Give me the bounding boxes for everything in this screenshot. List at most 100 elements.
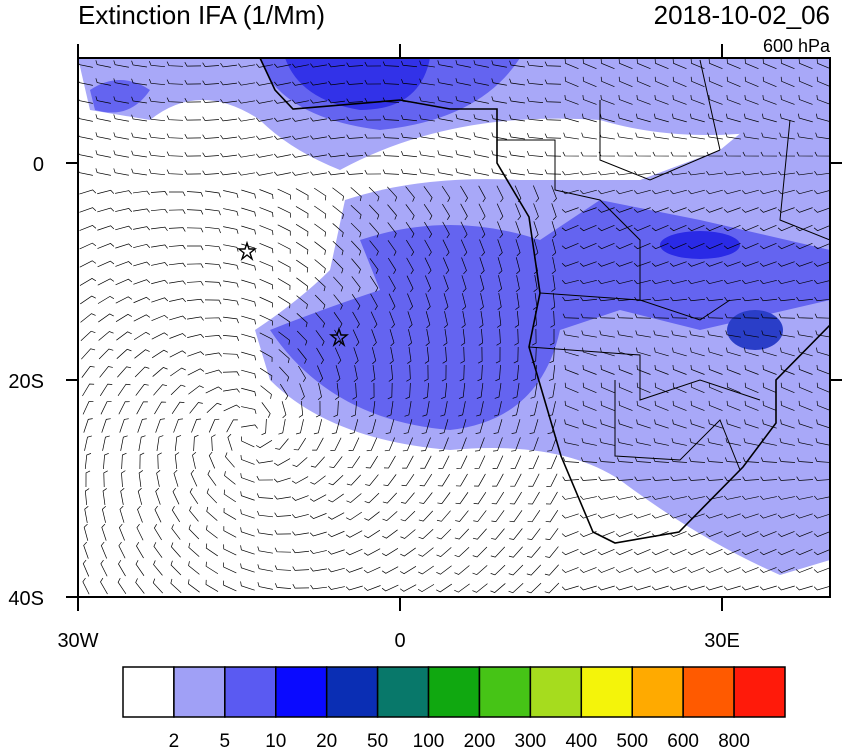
- barb: [544, 169, 562, 175]
- barb: [350, 240, 362, 256]
- barb: [514, 328, 519, 346]
- barb: [423, 186, 433, 202]
- barb: [169, 280, 186, 285]
- barb: [439, 419, 449, 434]
- barb: [259, 207, 274, 218]
- barb: [497, 293, 502, 310]
- barb: [706, 151, 724, 157]
- barb: [256, 81, 273, 86]
- barb: [206, 525, 218, 539]
- barb: [333, 312, 343, 328]
- barb: [381, 584, 399, 592]
- barb: [418, 565, 434, 575]
- barb: [455, 473, 468, 487]
- barb: [171, 401, 185, 415]
- barb: [742, 476, 760, 481]
- barb: [491, 78, 507, 86]
- barb: [406, 275, 414, 293]
- barb: [816, 382, 830, 393]
- barb: [744, 95, 759, 105]
- ticks: [66, 44, 842, 611]
- barb: [725, 113, 741, 123]
- barb: [509, 78, 525, 86]
- barb: [455, 96, 471, 104]
- barb: [138, 435, 146, 451]
- barb: [564, 76, 579, 88]
- barb: [741, 189, 759, 195]
- barb: [437, 96, 453, 104]
- barb: [442, 239, 450, 257]
- barb: [346, 152, 364, 157]
- barb: [382, 61, 400, 67]
- barb: [779, 438, 795, 446]
- barb: [405, 186, 415, 202]
- barb: [97, 295, 115, 304]
- barb: [371, 347, 377, 365]
- barb: [707, 438, 723, 446]
- barb: [153, 542, 163, 558]
- barb: [579, 585, 597, 591]
- barb: [241, 279, 256, 289]
- barb: [78, 114, 93, 122]
- barb: [561, 261, 579, 267]
- barb: [777, 585, 795, 591]
- barb: [724, 151, 742, 157]
- barb: [117, 383, 131, 396]
- barb: [563, 132, 579, 140]
- barb: [796, 313, 814, 319]
- barb: [526, 115, 544, 122]
- barb: [814, 457, 830, 463]
- barb: [310, 81, 327, 86]
- barb: [238, 63, 255, 68]
- barb: [120, 488, 125, 505]
- barb: [816, 347, 830, 357]
- barb: [365, 474, 379, 486]
- barb: [563, 113, 579, 123]
- barb: [454, 583, 470, 593]
- barb: [669, 513, 687, 519]
- barb: [136, 541, 144, 559]
- barb: [187, 351, 205, 357]
- barb: [670, 171, 687, 176]
- barb: [526, 97, 544, 104]
- barb: [780, 58, 795, 69]
- barb: [497, 221, 503, 239]
- barb: [436, 510, 451, 522]
- barb: [670, 476, 688, 481]
- barb: [455, 150, 471, 158]
- barb: [152, 578, 163, 594]
- barb: [363, 585, 381, 591]
- barb: [454, 546, 470, 558]
- barb: [345, 585, 363, 591]
- barb: [690, 400, 705, 411]
- barb: [496, 203, 504, 221]
- barb: [168, 245, 186, 250]
- barb: [333, 276, 344, 292]
- barb: [551, 221, 557, 239]
- barb: [526, 151, 544, 158]
- barb: [670, 296, 687, 302]
- barb: [741, 567, 759, 573]
- barb: [561, 567, 579, 573]
- barb: [259, 189, 274, 200]
- barb: [403, 419, 413, 435]
- barb: [202, 116, 220, 121]
- barb: [238, 117, 255, 122]
- barb: [599, 132, 615, 140]
- barb: [189, 488, 199, 505]
- barb: [256, 475, 274, 481]
- barb: [760, 313, 778, 319]
- barb: [708, 382, 723, 394]
- barb: [102, 435, 110, 451]
- barb: [460, 346, 465, 364]
- barb: [436, 547, 452, 557]
- barb: [780, 400, 795, 411]
- barb: [634, 476, 652, 481]
- barb: [759, 243, 777, 250]
- barb: [205, 208, 221, 216]
- barb: [332, 240, 344, 256]
- barb: [225, 452, 235, 468]
- barb: [669, 567, 687, 573]
- barb: [689, 113, 705, 123]
- barb: [166, 133, 184, 139]
